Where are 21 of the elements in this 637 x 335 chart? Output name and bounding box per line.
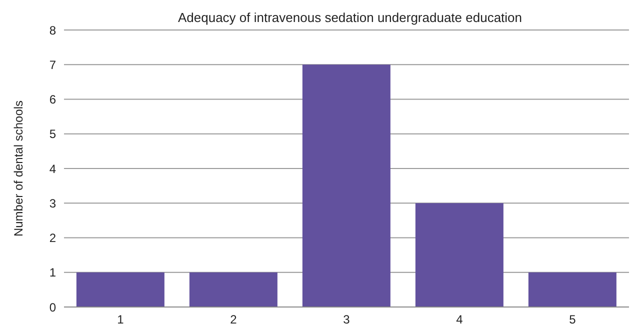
x-tick-label: 3: [343, 312, 350, 327]
y-tick-label: 7: [49, 58, 56, 72]
bar: [415, 203, 504, 307]
x-tick-label: 4: [456, 312, 464, 327]
bar: [302, 64, 390, 307]
y-tick-label: 1: [49, 266, 56, 280]
x-tick-label: 1: [117, 312, 124, 327]
y-tick-label: 2: [49, 231, 56, 246]
y-tick-label: 3: [49, 196, 56, 210]
x-tick-label: 2: [230, 312, 238, 327]
y-tick-label: 6: [49, 92, 56, 107]
bar: [189, 272, 278, 307]
y-tick-label: 5: [49, 127, 56, 142]
y-tick-label: 8: [49, 23, 56, 38]
y-tick-label: 0: [49, 300, 56, 314]
bar: [76, 272, 164, 307]
x-tick-label: 5: [569, 312, 576, 327]
chart-title: Adequacy of intravenous sedation undergraduate education: [176, 10, 524, 25]
bar: [528, 272, 616, 307]
y-axis-title: Number of dental schools: [11, 100, 26, 237]
y-tick-label: 4: [49, 162, 56, 176]
